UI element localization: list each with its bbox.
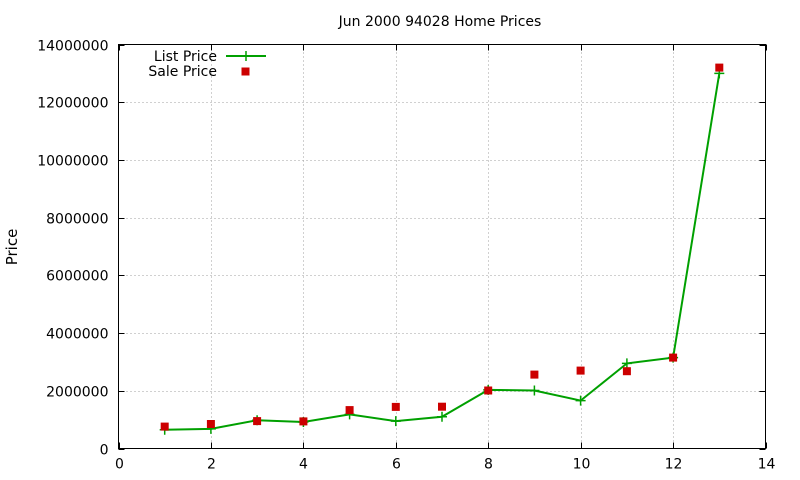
list-price-point — [390, 416, 401, 427]
sale-price-point — [530, 370, 539, 379]
y-tick-label: 2000000 — [46, 385, 108, 401]
grid — [118, 44, 766, 449]
list-price-point — [437, 411, 447, 422]
x-tick-label: 14 — [758, 457, 776, 473]
sale-price-point — [669, 353, 678, 362]
sale-price-point — [160, 422, 169, 431]
y-tick-label: 10000000 — [37, 154, 108, 170]
legend: List Price Sale Price — [148, 49, 266, 80]
x-tick-label: 10 — [573, 457, 591, 473]
x-tick-label: 2 — [207, 457, 216, 473]
y-tick-label: 0 — [100, 443, 109, 459]
chart-title: Jun 2000 94028 Home Prices — [338, 14, 542, 30]
sale-price-point — [253, 417, 262, 426]
legend-marker-sale-price — [241, 67, 250, 76]
list-price-point — [575, 395, 586, 406]
y-tick-label: 4000000 — [46, 327, 108, 343]
sale-price-point — [391, 402, 400, 411]
y-tick-label: 12000000 — [37, 96, 108, 112]
sale-price-point — [484, 386, 493, 395]
x-tick-label: 8 — [484, 457, 493, 473]
sale-price-point — [576, 366, 585, 375]
sale-price-point — [622, 367, 631, 376]
series-line-list-price — [164, 73, 721, 431]
legend-marker-list-price — [241, 51, 251, 61]
x-tick-label: 4 — [299, 457, 308, 473]
x-tick-label: 0 — [115, 457, 124, 473]
y-tick-label: 6000000 — [46, 269, 108, 285]
list-price-point — [529, 385, 540, 396]
y-tick-label: 14000000 — [37, 39, 108, 55]
sale-price-point — [345, 406, 354, 415]
y-axis-label: Price — [3, 229, 21, 266]
series — [159, 63, 725, 435]
sale-price-point — [299, 417, 308, 426]
list-price-point — [621, 358, 632, 369]
axes: 0 2 4 6 8 10 12 14 0 2000000 4000000 6000000 8000000… — [37, 39, 775, 473]
x-tick-label: 6 — [392, 457, 401, 473]
sale-price-point — [206, 420, 215, 428]
plot-frame — [118, 44, 766, 449]
legend-label-sale-price: Sale Price — [148, 64, 217, 80]
sale-price-point — [715, 63, 724, 72]
sale-price-point — [438, 402, 446, 411]
y-tick-label: 8000000 — [46, 212, 108, 228]
x-tick-label: 12 — [665, 457, 683, 473]
legend-label-list-price: List Price — [154, 49, 217, 65]
